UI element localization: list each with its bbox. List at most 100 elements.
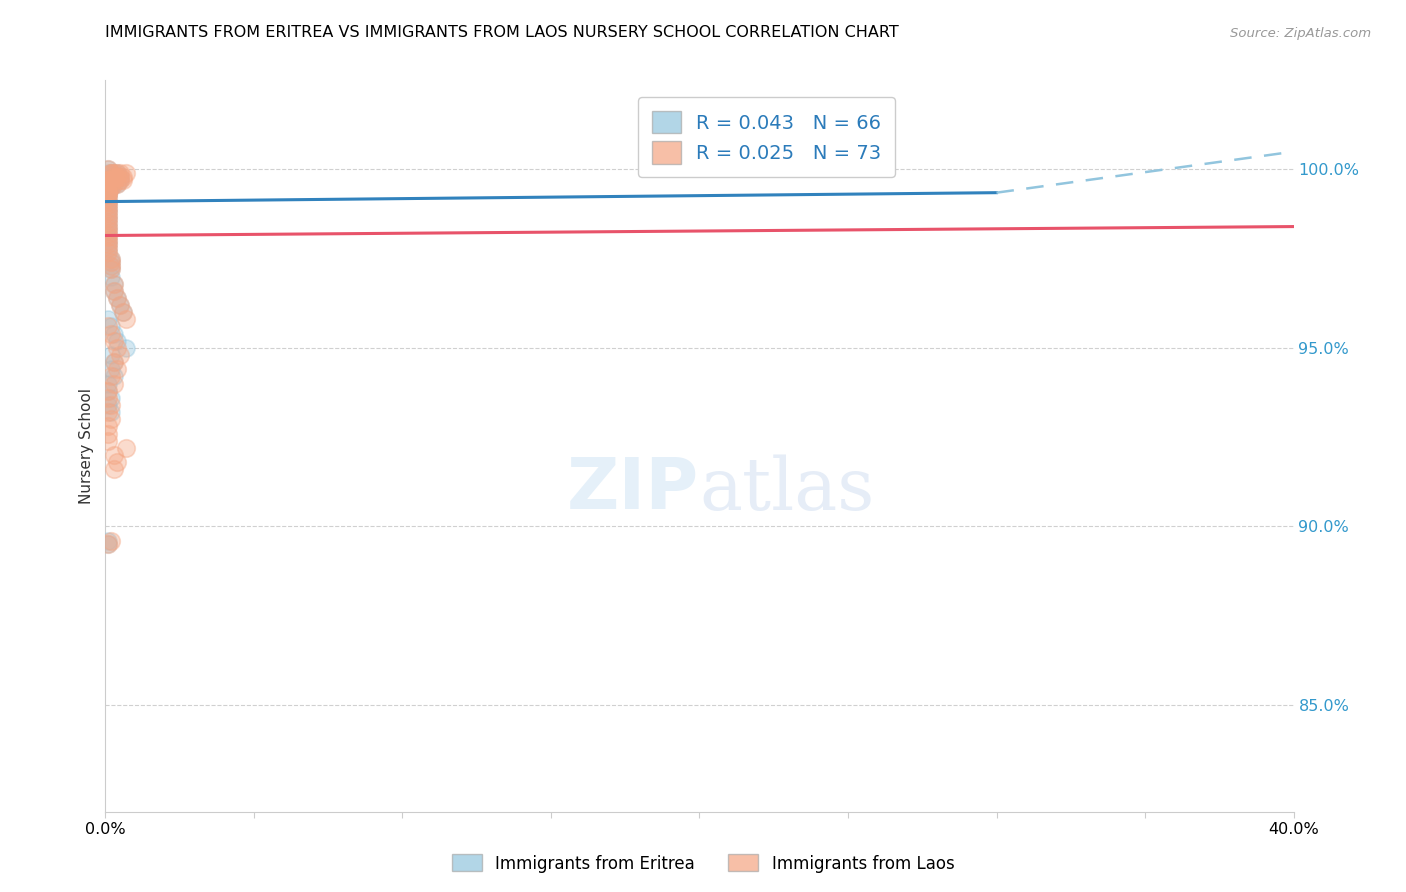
Point bbox=[100, 326, 122, 341]
Point bbox=[115, 441, 138, 455]
Point bbox=[97, 426, 120, 441]
Point bbox=[110, 169, 132, 184]
Point bbox=[97, 405, 120, 419]
Point bbox=[100, 348, 122, 362]
Point bbox=[100, 180, 122, 194]
Point bbox=[103, 177, 125, 191]
Point bbox=[97, 184, 120, 198]
Point bbox=[103, 166, 125, 180]
Point bbox=[103, 334, 125, 348]
Point bbox=[97, 205, 120, 219]
Point bbox=[112, 173, 135, 187]
Point bbox=[105, 362, 128, 376]
Point bbox=[105, 455, 128, 469]
Point bbox=[100, 255, 122, 269]
Point bbox=[100, 252, 122, 266]
Text: IMMIGRANTS FROM ERITREA VS IMMIGRANTS FROM LAOS NURSERY SCHOOL CORRELATION CHART: IMMIGRANTS FROM ERITREA VS IMMIGRANTS FR… bbox=[105, 25, 900, 40]
Point bbox=[100, 177, 122, 191]
Point bbox=[103, 173, 125, 187]
Point bbox=[97, 219, 120, 234]
Point bbox=[103, 355, 125, 369]
Point bbox=[100, 269, 122, 284]
Point bbox=[115, 341, 138, 355]
Point bbox=[97, 230, 120, 244]
Point bbox=[100, 259, 122, 273]
Point bbox=[110, 173, 132, 187]
Point bbox=[100, 255, 122, 269]
Point bbox=[110, 348, 132, 362]
Point bbox=[97, 230, 120, 244]
Point bbox=[100, 391, 122, 405]
Point bbox=[97, 191, 120, 205]
Point bbox=[100, 166, 122, 180]
Point bbox=[103, 355, 125, 369]
Point bbox=[100, 362, 122, 376]
Point bbox=[97, 376, 120, 391]
Point bbox=[105, 169, 128, 184]
Point bbox=[97, 212, 120, 227]
Point bbox=[97, 184, 120, 198]
Point bbox=[97, 244, 120, 259]
Legend: Immigrants from Eritrea, Immigrants from Laos: Immigrants from Eritrea, Immigrants from… bbox=[446, 847, 960, 880]
Point bbox=[97, 237, 120, 252]
Point bbox=[97, 209, 120, 223]
Point bbox=[97, 241, 120, 255]
Point bbox=[97, 537, 120, 551]
Point bbox=[97, 166, 120, 180]
Point bbox=[105, 166, 128, 180]
Point bbox=[103, 448, 125, 462]
Point bbox=[97, 391, 120, 405]
Point bbox=[103, 326, 125, 341]
Point bbox=[97, 227, 120, 241]
Point bbox=[103, 169, 125, 184]
Point bbox=[97, 234, 120, 248]
Point bbox=[103, 277, 125, 291]
Point bbox=[110, 169, 132, 184]
Point bbox=[112, 305, 135, 319]
Point bbox=[97, 216, 120, 230]
Point bbox=[97, 212, 120, 227]
Point bbox=[97, 177, 120, 191]
Point bbox=[105, 177, 128, 191]
Point bbox=[97, 241, 120, 255]
Point bbox=[105, 341, 128, 355]
Point bbox=[97, 184, 120, 198]
Y-axis label: Nursery School: Nursery School bbox=[79, 388, 94, 504]
Point bbox=[103, 284, 125, 298]
Point bbox=[97, 187, 120, 202]
Legend: R = 0.043   N = 66, R = 0.025   N = 73: R = 0.043 N = 66, R = 0.025 N = 73 bbox=[638, 97, 896, 178]
Point bbox=[103, 284, 125, 298]
Point bbox=[97, 173, 120, 187]
Point bbox=[100, 166, 122, 180]
Point bbox=[97, 434, 120, 448]
Point bbox=[97, 234, 120, 248]
Point bbox=[100, 180, 122, 194]
Point bbox=[97, 205, 120, 219]
Point bbox=[100, 533, 122, 548]
Point bbox=[105, 291, 128, 305]
Point bbox=[112, 305, 135, 319]
Point bbox=[105, 334, 128, 348]
Point bbox=[103, 169, 125, 184]
Point bbox=[97, 187, 120, 202]
Point bbox=[97, 187, 120, 202]
Point bbox=[97, 244, 120, 259]
Point bbox=[97, 223, 120, 237]
Point bbox=[97, 216, 120, 230]
Point bbox=[97, 194, 120, 209]
Point bbox=[105, 169, 128, 184]
Point bbox=[100, 412, 122, 426]
Point bbox=[97, 398, 120, 412]
Point bbox=[97, 219, 120, 234]
Point bbox=[112, 169, 135, 184]
Text: atlas: atlas bbox=[700, 455, 875, 525]
Point bbox=[97, 162, 120, 177]
Point bbox=[100, 259, 122, 273]
Point bbox=[97, 312, 120, 326]
Point bbox=[97, 319, 120, 334]
Point bbox=[110, 166, 132, 180]
Point bbox=[103, 173, 125, 187]
Point bbox=[97, 187, 120, 202]
Point bbox=[110, 298, 132, 312]
Point bbox=[100, 169, 122, 184]
